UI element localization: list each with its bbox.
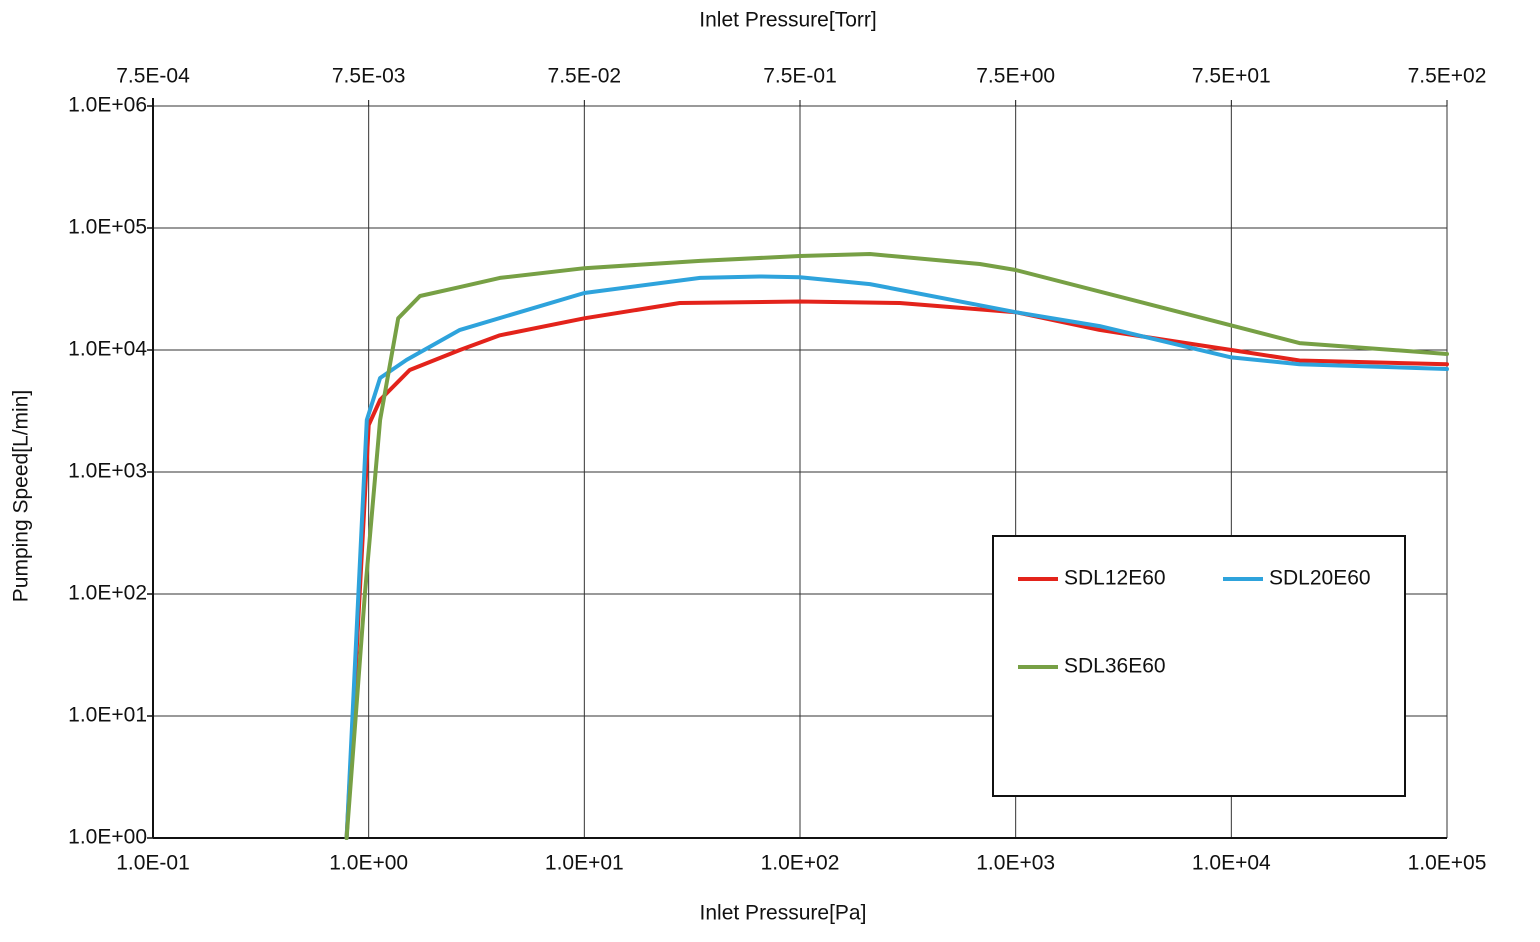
y-axis-title: Pumping Speed[L/min]: [10, 390, 33, 602]
y-tick-label: 1.0E+06: [68, 94, 147, 117]
y-tick-label: 1.0E+02: [68, 582, 147, 605]
x-tick-label: 1.0E+05: [1408, 852, 1487, 875]
y-tick-label: 1.0E+03: [68, 460, 147, 483]
y-tick-label: 1.0E+04: [68, 338, 147, 361]
legend: [992, 535, 1406, 797]
legend-label: SDL12E60: [1064, 567, 1166, 590]
x2-tick-label: 7.5E-01: [763, 65, 837, 88]
x-tick-label: 1.0E+03: [976, 852, 1055, 875]
x2-tick-label: 7.5E-02: [548, 65, 622, 88]
x-tick-label: 1.0E-01: [116, 852, 190, 875]
x-tick-label: 1.0E+01: [545, 852, 624, 875]
y-tick-label: 1.0E+05: [68, 216, 147, 239]
x2-tick-label: 7.5E-04: [116, 65, 190, 88]
x2-tick-label: 7.5E-03: [332, 65, 406, 88]
x-tick-label: 1.0E+02: [761, 852, 840, 875]
x2-axis-title: Inlet Pressure[Torr]: [699, 9, 876, 32]
x-tick-label: 1.0E+00: [329, 852, 408, 875]
x2-tick-label: 7.5E+02: [1408, 65, 1487, 88]
x-axis-title: Inlet Pressure[Pa]: [700, 902, 867, 925]
x2-tick-label: 7.5E+01: [1192, 65, 1271, 88]
data-line: [344, 299, 1449, 840]
data-line: [344, 252, 1449, 840]
legend-label: SDL20E60: [1269, 567, 1371, 590]
y-tick-label: 1.0E+00: [68, 826, 147, 849]
y-tick-label: 1.0E+01: [68, 704, 147, 727]
x2-tick-label: 7.5E+00: [976, 65, 1055, 88]
legend-label: SDL36E60: [1064, 655, 1166, 678]
x-tick-label: 1.0E+04: [1192, 852, 1271, 875]
